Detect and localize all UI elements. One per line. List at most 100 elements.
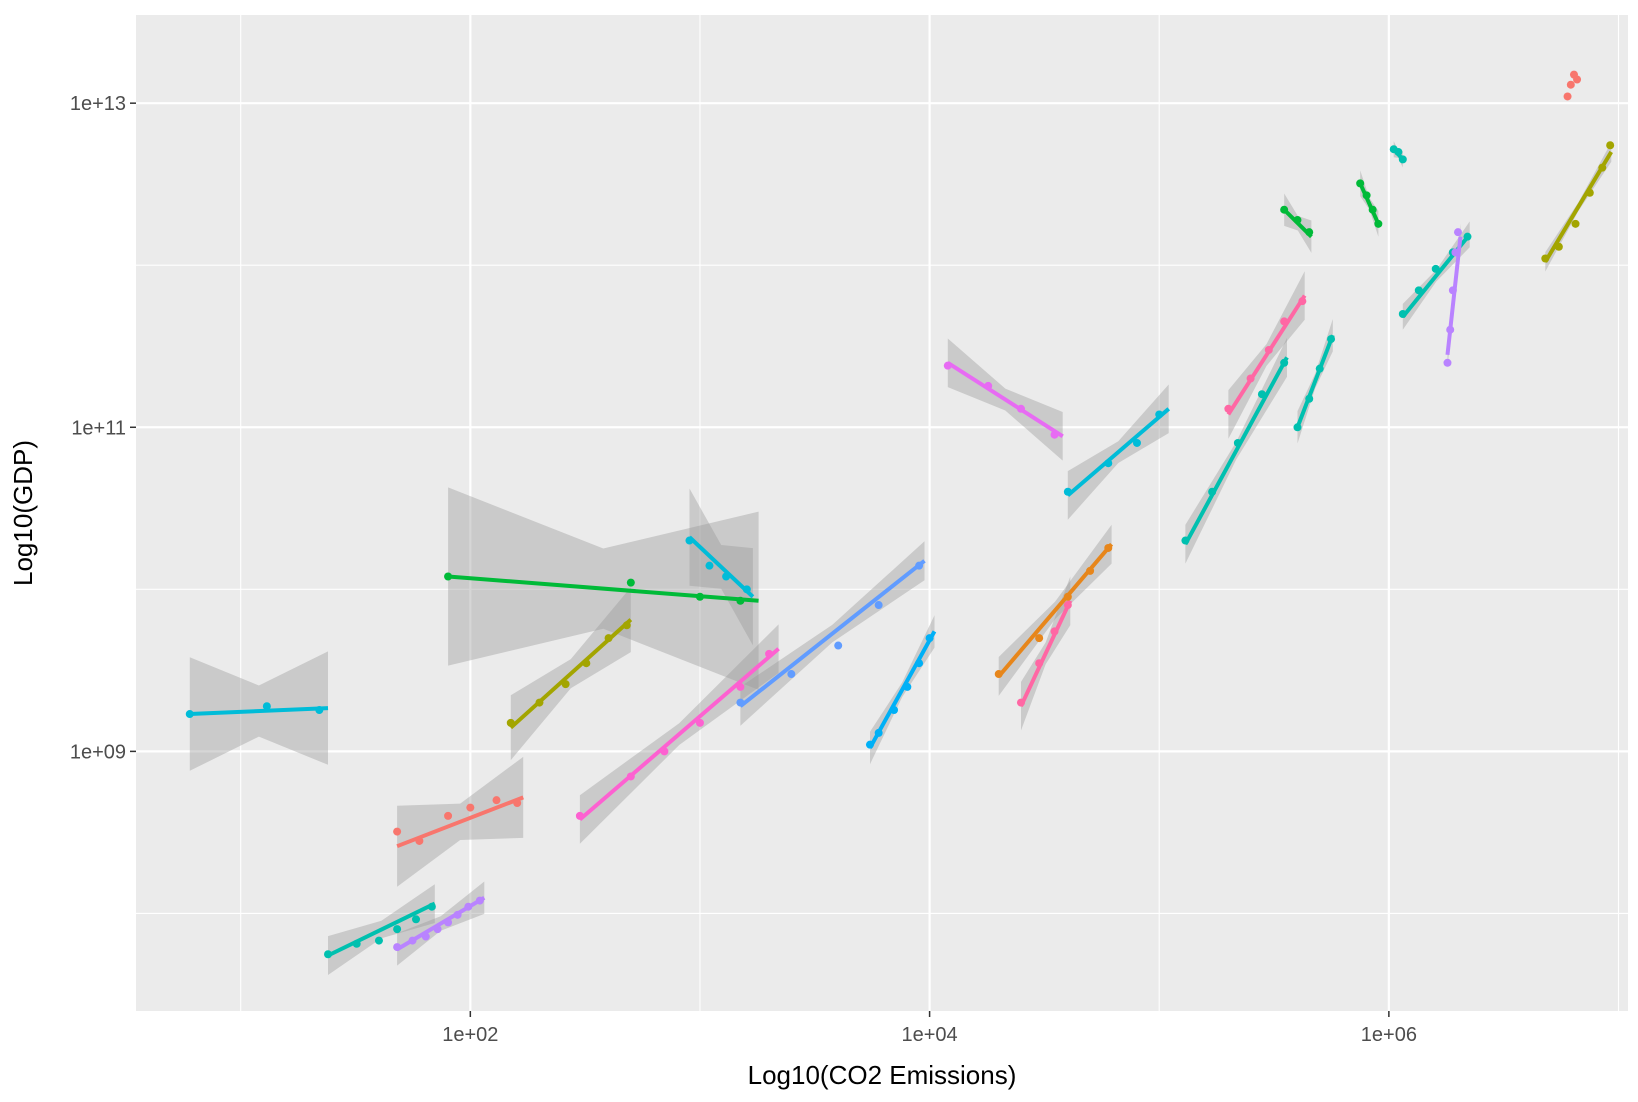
data-point [1181,536,1190,545]
data-point [925,634,934,643]
data-point [874,601,883,610]
data-point [1398,155,1407,164]
data-point [1155,410,1164,419]
data-point [1315,364,1324,373]
data-point [834,641,843,650]
data-point [464,902,473,911]
data-point [453,910,462,919]
data-point [324,950,333,959]
data-point [1050,430,1059,439]
data-point [1448,286,1457,295]
x-tick-label: 1e+02 [442,1024,498,1046]
data-point [1257,390,1266,399]
data-point [513,799,522,808]
data-point [433,925,442,934]
y-tick-label: 1e+11 [71,417,126,439]
data-point [1453,228,1462,237]
data-point [352,939,361,948]
data-point [1414,286,1423,295]
data-point [994,670,1003,679]
data-point [1104,459,1113,468]
fit-line [1358,182,1381,225]
data-point [736,596,745,605]
data-point [1431,264,1440,273]
y-axis-title: Log10(GDP) [8,440,38,586]
data-point [984,381,993,390]
data-point [736,698,745,707]
data-point [1598,163,1607,172]
data-point [393,943,402,952]
data-point [492,796,501,805]
fit-line [688,535,755,599]
data-point [1374,219,1383,228]
data-point [1016,404,1025,413]
data-point [1063,601,1072,610]
data-point [1280,317,1289,326]
data-point [604,634,613,643]
fit-line [997,542,1114,678]
data-point [765,649,774,658]
data-point [742,585,751,594]
data-point [1233,438,1242,447]
y-axis: 1e+09 1e+11 1e+13 [70,93,136,763]
data-point [685,536,694,545]
fit-line [1445,236,1463,356]
data-point [561,680,570,689]
data-point [1063,592,1072,601]
data-point [393,827,402,836]
data-point [582,659,591,668]
data-point [1356,179,1365,188]
data-point [626,578,635,587]
data-point [915,659,924,668]
data-point [695,718,704,727]
data-points [185,70,1615,959]
data-point [1050,627,1059,636]
data-point [865,740,874,749]
fit-line [1226,294,1307,416]
data-point [903,682,912,691]
data-point [1280,205,1289,214]
data-point [1446,325,1455,334]
data-point [315,706,324,715]
data-point [1293,216,1302,225]
data-point [412,915,421,924]
fit-line [1183,356,1289,546]
y-tick-label: 1e+09 [70,741,126,763]
data-point [1298,297,1307,306]
fit-line [447,574,759,603]
data-point [1573,75,1582,84]
data-point [374,936,383,945]
data-point [1541,254,1550,263]
data-point [466,803,475,812]
data-point [408,936,417,945]
x-axis: 1e+02 1e+04 1e+06 [442,1011,1417,1046]
data-point [1132,438,1141,447]
data-point [1246,374,1255,383]
data-point [421,932,430,941]
data-point [660,747,669,756]
data-point [1293,423,1302,432]
data-point [1104,543,1113,552]
data-point [890,706,899,715]
data-point [1563,92,1572,101]
data-point [1585,188,1594,197]
fit-line [1295,334,1335,428]
y-tick-label: 1e+13 [70,93,126,115]
data-point [427,902,436,911]
x-tick-label: 1e+04 [902,1024,958,1046]
fit-line [946,361,1064,438]
data-point [622,621,631,630]
plot-panel [136,15,1628,1011]
data-point [1451,248,1460,257]
data-point [705,561,714,570]
data-point [1394,147,1403,156]
data-point [736,682,745,691]
data-point [915,561,924,570]
data-point [1398,310,1407,319]
data-point [874,728,883,737]
data-point [722,572,731,581]
fit-line [1066,407,1171,497]
data-point [1606,141,1615,150]
data-point [1305,228,1314,237]
